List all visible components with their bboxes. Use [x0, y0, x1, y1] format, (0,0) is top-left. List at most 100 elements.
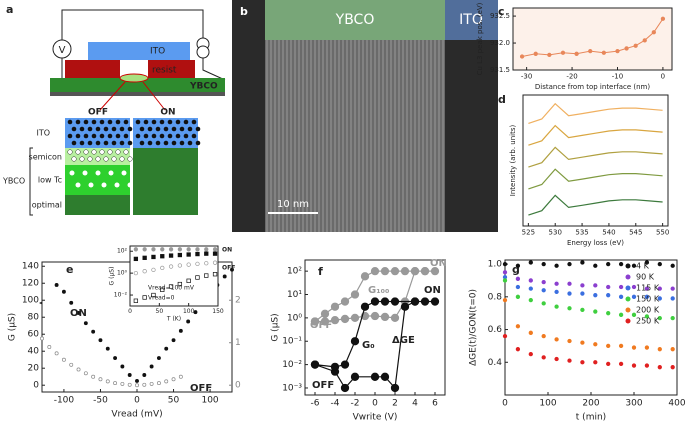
x-tick-label: 150 [212, 308, 224, 315]
point [133, 247, 139, 252]
point [151, 254, 156, 260]
dot [127, 126, 133, 132]
point [670, 263, 675, 268]
point [502, 270, 508, 275]
point [164, 379, 169, 384]
point [142, 373, 147, 377]
dot [175, 119, 181, 125]
point [410, 297, 420, 306]
point [618, 343, 624, 349]
point [370, 372, 380, 381]
point [186, 247, 191, 252]
point [593, 309, 598, 314]
point [593, 283, 598, 288]
point [657, 347, 662, 352]
point [76, 311, 81, 315]
dot [119, 126, 125, 132]
y2-tick-label: 2 [235, 296, 241, 306]
schematic: a V I ITO resist YBCO OFF ON ITO semicon… [2, 3, 226, 216]
x-tick-label: 50 [156, 308, 164, 315]
dot [83, 149, 89, 155]
layer-label: optimal [32, 201, 62, 210]
point [177, 252, 183, 258]
x-axis-label: Energy loss (eV) [567, 239, 624, 247]
plot-area [512, 7, 673, 71]
wire [202, 58, 226, 81]
dot [99, 149, 105, 155]
point [515, 276, 521, 281]
point [515, 347, 521, 352]
point [554, 337, 559, 342]
legend-label: 90 K [636, 273, 655, 282]
point [574, 51, 579, 56]
point [212, 247, 218, 252]
dot [191, 119, 197, 125]
annotation: ΔGE [392, 335, 415, 346]
y-tick-label: 931.5 [490, 66, 510, 74]
dot [183, 119, 189, 125]
point [142, 247, 147, 252]
dot [171, 140, 177, 146]
point [113, 356, 118, 360]
dot [75, 133, 81, 139]
y-tick-label: 10⁰ [117, 270, 128, 277]
point [606, 361, 611, 367]
dot [91, 149, 97, 155]
dot [187, 140, 193, 146]
dot [71, 126, 77, 132]
point [631, 312, 637, 317]
point [151, 292, 156, 298]
point [390, 297, 400, 306]
dot [79, 140, 85, 146]
dot [115, 149, 121, 155]
point [541, 279, 546, 285]
dot [95, 126, 101, 132]
point [350, 313, 360, 323]
x-tick-label: 530 [549, 228, 562, 236]
point [151, 267, 156, 272]
point [142, 269, 147, 274]
annotation: ON [430, 258, 447, 269]
point [567, 358, 572, 363]
point [618, 294, 624, 299]
point [560, 50, 566, 55]
point [360, 272, 370, 281]
point [567, 291, 572, 296]
point [657, 286, 662, 291]
dot [151, 133, 157, 139]
dot [75, 182, 81, 188]
point [644, 345, 650, 350]
lowtc-layer [65, 165, 130, 195]
dot [88, 182, 94, 188]
point [350, 290, 360, 299]
point [186, 262, 191, 267]
point [390, 383, 400, 393]
point [195, 247, 200, 252]
point [660, 16, 666, 21]
point [186, 278, 191, 283]
dot [101, 182, 107, 188]
point [644, 363, 650, 368]
dot [83, 119, 89, 125]
point [195, 261, 200, 267]
point [670, 296, 675, 301]
layer-label: ITO [36, 129, 50, 138]
dot [171, 126, 177, 132]
y-tick-label: 10¹ [287, 290, 302, 300]
point [528, 260, 533, 265]
x-tick-label: -4 [331, 399, 340, 409]
point [133, 298, 139, 303]
point [528, 278, 533, 283]
point [644, 294, 650, 299]
y-tick-label: 10⁻³ [282, 383, 302, 393]
point [69, 300, 74, 305]
point [120, 364, 125, 369]
point [593, 360, 598, 365]
point [171, 377, 176, 382]
y-tick-label: 40 [28, 347, 40, 357]
point [588, 48, 593, 54]
point [631, 284, 637, 290]
point [135, 383, 139, 388]
annotation: OFF [222, 265, 235, 272]
dot [99, 133, 105, 139]
